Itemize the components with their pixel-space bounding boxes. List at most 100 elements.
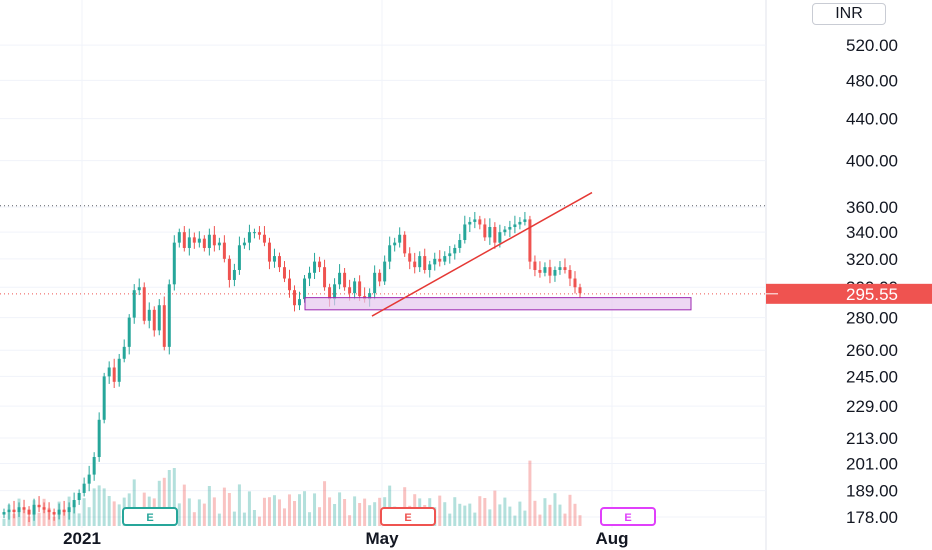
volume-bar	[513, 515, 517, 526]
candle-body	[272, 256, 276, 262]
volume-bar	[212, 497, 216, 526]
candle-body	[568, 269, 572, 279]
volume-bar	[303, 491, 307, 526]
volume-bar	[112, 501, 116, 526]
volume-bar	[543, 498, 547, 526]
price-tick-label: 229.00	[846, 397, 898, 416]
candle-body	[358, 281, 362, 297]
price-tick-label: 260.00	[846, 341, 898, 360]
volume-bar	[267, 497, 271, 526]
currency-button[interactable]: INR	[812, 3, 886, 25]
volume-bar	[558, 504, 562, 526]
candle-body	[578, 287, 582, 294]
candle-body	[67, 507, 71, 513]
candle-body	[37, 504, 41, 508]
time-axis[interactable]: 2021 May Aug	[63, 529, 628, 548]
candle-body	[187, 237, 191, 248]
volume-bar	[227, 493, 231, 526]
volume-bar	[2, 518, 6, 526]
volume-bar	[162, 477, 166, 526]
earnings-marker	[600, 507, 656, 526]
volume-bar	[478, 496, 482, 526]
candle-body	[137, 287, 141, 291]
candle-body	[72, 500, 76, 508]
candle-body	[252, 232, 256, 234]
candle-body	[383, 261, 387, 282]
price-tick-label: 320.00	[846, 250, 898, 269]
volume-bar	[232, 511, 236, 526]
price-tick-label: 178.00	[846, 508, 898, 527]
candle-body	[558, 267, 562, 270]
candle-body	[197, 238, 201, 243]
volume-bar	[272, 495, 276, 526]
drawings	[304, 191, 692, 317]
support-zone	[304, 297, 692, 311]
volume-bar	[338, 492, 342, 526]
volume-bar	[192, 512, 196, 526]
candle-body	[192, 237, 196, 243]
candle-body	[543, 267, 547, 273]
candle-body	[202, 238, 206, 248]
candle-body	[7, 509, 11, 513]
volume-bar	[518, 501, 522, 526]
volume-bar	[257, 516, 261, 526]
volume-bar	[508, 506, 512, 526]
volume-bar	[182, 484, 186, 526]
candle-body	[553, 269, 557, 276]
candle-body	[563, 267, 567, 270]
candle-body	[147, 309, 151, 321]
candle-body	[257, 232, 261, 235]
candle-body	[393, 242, 397, 246]
price-tick-label: 201.00	[846, 455, 898, 474]
volume-bar	[207, 486, 211, 526]
candle-body	[182, 232, 186, 248]
candle-body	[548, 267, 552, 276]
time-tick-label: Aug	[595, 529, 628, 548]
candle-body	[503, 229, 507, 233]
candle-body	[242, 242, 246, 246]
candle-body	[2, 512, 6, 515]
candle-body	[62, 509, 66, 513]
price-tick-label: 280.00	[846, 309, 898, 328]
volume-bar	[12, 513, 16, 526]
volume-bar	[247, 491, 251, 526]
volume-bar	[72, 504, 76, 526]
volume-bar	[468, 503, 472, 526]
candle-body	[343, 272, 347, 288]
volume-bar	[308, 512, 312, 526]
candle-body	[157, 305, 161, 331]
volume-bar	[287, 494, 291, 526]
volume-bar	[82, 498, 86, 526]
volume-bar	[62, 511, 66, 526]
volume-bar	[262, 497, 266, 526]
candle-body	[308, 272, 312, 279]
candle-body	[518, 221, 522, 225]
reference-lines	[0, 205, 766, 295]
volume-bar	[282, 508, 286, 526]
price-tick-label: 360.00	[846, 198, 898, 217]
volume-bar	[403, 487, 407, 526]
candle-body	[152, 309, 156, 331]
candle-body	[368, 293, 372, 300]
candle-body	[52, 512, 56, 515]
volume-bar	[378, 497, 382, 526]
volume-bar	[333, 504, 337, 526]
volume-bar	[483, 498, 487, 526]
candle-body	[418, 256, 422, 268]
volume-bar	[172, 468, 176, 526]
volume-bar	[438, 495, 442, 526]
candle-body	[438, 258, 442, 262]
candle-body	[237, 245, 241, 270]
candle-body	[298, 299, 302, 306]
candle-body	[403, 234, 407, 254]
candle-body	[97, 419, 101, 457]
price-axis[interactable]: 520.00 480.00 440.00 400.00 360.00 340.00 320.…	[766, 36, 932, 527]
candle-body	[77, 492, 81, 501]
candle-body	[42, 507, 46, 510]
candle-body	[398, 234, 402, 243]
candle-body	[267, 242, 271, 262]
candle-body	[323, 267, 327, 288]
volume-bar	[318, 507, 322, 526]
candle-body	[32, 504, 36, 515]
